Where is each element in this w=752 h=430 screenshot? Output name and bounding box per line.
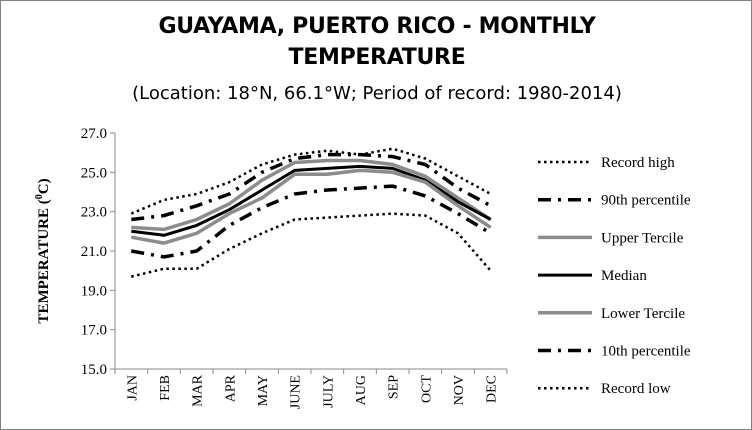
series-line-median — [131, 164, 492, 237]
legend-label-median: Median — [601, 268, 647, 284]
chart-title-line-1: GUAYAMA, PUERTO RICO - MONTHLY — [158, 14, 596, 39]
x-tick-label: OCT — [419, 375, 434, 403]
x-tick-label: AUG — [354, 375, 369, 405]
series-line-90th-percentile — [131, 152, 492, 222]
series-line-10th-percentile — [130, 184, 492, 259]
y-tick-label: 19.0 — [81, 283, 107, 299]
x-tick-label: DEC — [485, 375, 500, 403]
chart-title-line-2: TEMPERATURE — [288, 45, 466, 70]
series-line-upper-tercile — [131, 158, 492, 232]
y-tick-label: 27.0 — [81, 126, 107, 142]
legend-label-record-high: Record high — [601, 155, 675, 171]
legend-label-lower-tercile: Lower Tercile — [601, 306, 685, 322]
y-tick-label: 15.0 — [81, 362, 107, 378]
legend-label-upper-tercile: Upper Tercile — [601, 230, 684, 246]
x-tick-label: APR — [223, 374, 238, 402]
x-tick-label: NOV — [452, 375, 467, 405]
x-tick-label: FEB — [158, 375, 173, 401]
legend-label-record-low: Record low — [601, 381, 671, 397]
chart-legend: Record high 90th percentile Upper Tercile M… — [538, 155, 691, 397]
chart-title: GUAYAMA, PUERTO RICO - MONTHLY TEMPERATU… — [1, 11, 752, 73]
x-tick-label: MAY — [256, 375, 271, 406]
y-axis-label: TEMPERATURE (0C) — [34, 178, 52, 323]
y-tick-label: 17.0 — [81, 323, 107, 339]
series-line-record-low — [131, 212, 492, 278]
x-tick-label: JULY — [321, 375, 336, 408]
y-axis-label-degree: 0 — [34, 194, 45, 199]
y-axis-label-unit: C) — [36, 178, 52, 194]
x-tick-label: JUNE — [289, 375, 304, 409]
y-axis-label-text: TEMPERATURE ( — [36, 199, 52, 323]
x-tick-label: JAN — [125, 375, 140, 401]
series-line-record-high — [130, 147, 492, 215]
y-tick-label: 23.0 — [81, 205, 107, 221]
legend-label-10th-percentile: 10th percentile — [601, 344, 691, 360]
series-layer — [130, 147, 492, 278]
legend-label-90th-percentile: 90th percentile — [601, 193, 691, 209]
y-tick-label: 21.0 — [81, 244, 107, 260]
x-tick-label: SEP — [387, 375, 402, 399]
chart-axes: 15.0 17.0 19.0 21.0 23.0 25.0 27.0 JAN FEB MAR APR… — [81, 126, 508, 409]
chart-subtitle: (Location: 18°N, 66.1°W; Period of recor… — [132, 83, 622, 104]
x-tick-label: MAR — [191, 374, 206, 407]
series-line-lower-tercile — [130, 168, 492, 245]
y-tick-label: 25.0 — [81, 165, 107, 181]
